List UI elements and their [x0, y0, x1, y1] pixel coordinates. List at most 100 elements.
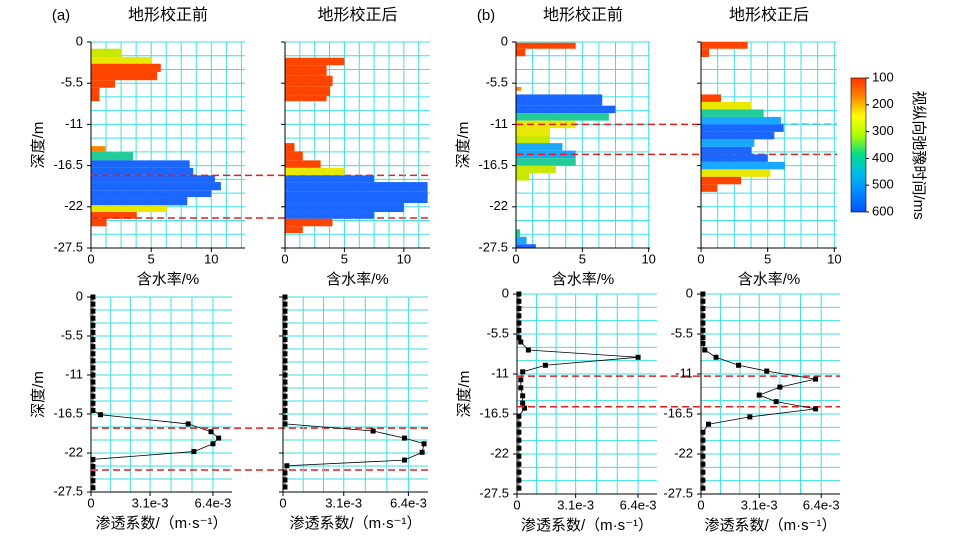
- x-tick-label: 3.1e-3: [557, 497, 594, 512]
- point: [282, 415, 288, 421]
- x-tick-label: 10: [204, 251, 218, 266]
- point: [764, 368, 770, 374]
- x-axis-label: 含水率/%: [738, 271, 801, 288]
- panel-title: 地形校正前: [128, 6, 208, 24]
- x-tick-label: 0: [697, 497, 704, 512]
- bar: [701, 154, 768, 162]
- point: [90, 407, 96, 413]
- bar: [91, 212, 137, 219]
- bar: [516, 236, 527, 245]
- point: [700, 335, 706, 341]
- x-axis-label: 渗透系数/（m·s⁻¹）: [289, 515, 421, 532]
- x-tick-label: 0: [87, 495, 94, 510]
- point: [90, 386, 96, 392]
- point: [516, 429, 522, 435]
- y-tick-label: 0: [76, 33, 83, 48]
- point: [516, 445, 522, 451]
- point: [700, 445, 706, 451]
- point: [706, 421, 712, 427]
- point: [700, 429, 706, 435]
- bar: [285, 175, 375, 183]
- x-axis-label: 含水率/%: [552, 271, 615, 288]
- x-tick-label: 0: [697, 251, 704, 266]
- x-tick-label: 10: [397, 251, 411, 266]
- point: [635, 354, 641, 360]
- point: [284, 463, 290, 469]
- point: [90, 344, 96, 350]
- x-tick-label: 10: [641, 251, 655, 266]
- y-tick-label: -22: [64, 198, 83, 213]
- point: [700, 298, 706, 304]
- bar: [516, 143, 563, 151]
- point: [700, 340, 706, 346]
- bar: [516, 42, 576, 49]
- point: [516, 313, 522, 319]
- point: [90, 485, 96, 491]
- y-tick-label: 0: [686, 285, 693, 300]
- y-tick-label: -11: [65, 116, 83, 131]
- point: [282, 351, 288, 357]
- point: [700, 291, 706, 297]
- bar: [516, 150, 576, 159]
- bar: [91, 48, 122, 57]
- bar: [516, 113, 609, 121]
- point: [700, 453, 706, 459]
- y-tick-label: -5.5: [671, 325, 693, 340]
- bar: [516, 165, 556, 174]
- point: [282, 477, 288, 483]
- bar: [701, 116, 781, 125]
- x-tick-label: 5: [579, 251, 586, 266]
- point: [700, 437, 706, 443]
- point: [516, 291, 522, 297]
- bar: [285, 65, 327, 76]
- bar: [285, 203, 404, 213]
- point: [210, 441, 216, 447]
- point: [520, 369, 526, 375]
- point: [90, 315, 96, 321]
- bar: [91, 152, 134, 161]
- bar: [516, 128, 550, 136]
- point: [516, 485, 522, 491]
- point: [282, 400, 288, 406]
- bar: [91, 197, 188, 206]
- point: [702, 347, 708, 353]
- x-axis-label: 渗透系数/（m·s⁻¹）: [704, 517, 836, 534]
- point: [813, 406, 819, 412]
- point: [700, 461, 706, 467]
- point: [90, 400, 96, 406]
- y-tick-label: -27.5: [478, 239, 508, 254]
- panel-title: 地形校正前: [543, 6, 623, 24]
- x-axis-label: 渗透系数/（m·s⁻¹）: [95, 515, 227, 532]
- point: [282, 294, 288, 300]
- bar: [701, 124, 784, 132]
- point: [516, 453, 522, 459]
- line: [284, 297, 425, 488]
- y-tick-label: -16.5: [479, 405, 509, 420]
- x-tick-label: 3.1e-3: [325, 495, 362, 510]
- colorbar-tick-label: 300: [872, 123, 894, 138]
- point: [516, 335, 522, 341]
- bar: [285, 167, 345, 176]
- x-tick-label: 0: [513, 497, 520, 512]
- y-tick-label: -16.5: [478, 157, 508, 172]
- point: [542, 362, 548, 368]
- point: [216, 435, 222, 441]
- bar: [516, 86, 522, 91]
- point: [90, 393, 96, 399]
- y-tick-label: -22: [64, 444, 83, 459]
- x-tick-label: 6.4e-3: [620, 497, 657, 512]
- point: [516, 298, 522, 304]
- bar: [701, 94, 721, 102]
- point: [90, 463, 96, 469]
- point: [700, 485, 706, 491]
- bar: [285, 86, 331, 96]
- colorbar-label: 视纵向弛豫时间/ms: [910, 90, 927, 219]
- y-tick-label: -16.5: [53, 405, 83, 420]
- point: [518, 339, 524, 345]
- point: [90, 379, 96, 385]
- bar: [701, 176, 741, 185]
- point: [520, 400, 526, 406]
- y-tick-label: -22: [674, 445, 693, 460]
- bar: [285, 226, 303, 234]
